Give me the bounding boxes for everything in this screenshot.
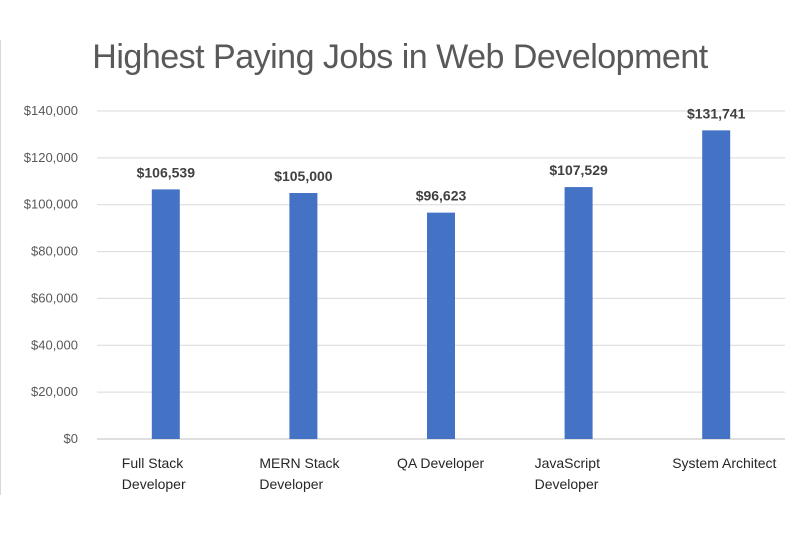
category-label: Developer — [122, 476, 186, 492]
category-label: QA Developer — [397, 455, 484, 471]
chart-title: Highest Paying Jobs in Web Development — [92, 38, 708, 76]
y-tick-label: $0 — [64, 431, 78, 446]
bar — [702, 130, 731, 439]
category-label: System Architect — [672, 455, 776, 471]
y-tick-label: $140,000 — [24, 103, 78, 118]
y-tick-label: $120,000 — [24, 150, 78, 165]
data-label: $107,529 — [549, 162, 608, 178]
y-tick-label: $100,000 — [24, 197, 78, 212]
category-label: JavaScript — [535, 455, 600, 471]
bar — [427, 212, 455, 439]
category-label: Developer — [259, 476, 323, 492]
category-label: Full Stack — [122, 455, 184, 471]
bar — [289, 193, 318, 439]
y-tick-label: $20,000 — [31, 384, 78, 399]
category-label: MERN Stack — [259, 455, 340, 471]
y-tick-label: $40,000 — [31, 337, 78, 352]
data-label: $96,623 — [416, 188, 467, 204]
y-tick-label: $60,000 — [31, 290, 78, 305]
category-label: Developer — [535, 476, 599, 492]
bar — [151, 189, 180, 439]
left-border — [0, 40, 1, 495]
bar — [564, 187, 593, 439]
data-label: $105,000 — [274, 168, 333, 184]
data-label: $106,539 — [137, 164, 196, 180]
data-label: $131,741 — [687, 105, 746, 121]
y-tick-label: $80,000 — [31, 244, 78, 259]
